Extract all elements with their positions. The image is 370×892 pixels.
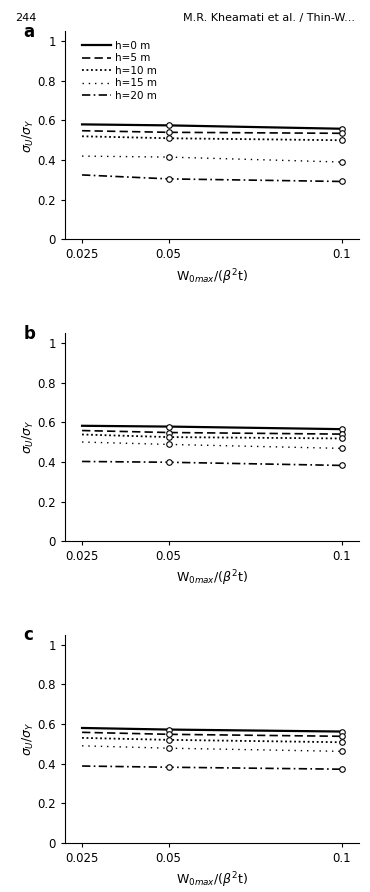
X-axis label: W$_{0max}$/($\beta^2$t): W$_{0max}$/($\beta^2$t) (176, 569, 248, 589)
Text: b: b (24, 325, 36, 343)
X-axis label: W$_{0max}$/($\beta^2$t): W$_{0max}$/($\beta^2$t) (176, 267, 248, 286)
Y-axis label: $\sigma_U$/$\sigma_Y$: $\sigma_U$/$\sigma_Y$ (21, 118, 36, 153)
Text: c: c (24, 626, 33, 645)
Legend: h=0 m, h=5 m, h=10 m, h=15 m, h=20 m: h=0 m, h=5 m, h=10 m, h=15 m, h=20 m (82, 41, 157, 101)
Text: 244: 244 (15, 13, 36, 23)
Y-axis label: $\sigma_U$/$\sigma_Y$: $\sigma_U$/$\sigma_Y$ (21, 722, 36, 756)
Text: a: a (24, 23, 35, 41)
X-axis label: W$_{0max}$/($\beta^2$t): W$_{0max}$/($\beta^2$t) (176, 871, 248, 890)
Y-axis label: $\sigma_U$/$\sigma_Y$: $\sigma_U$/$\sigma_Y$ (21, 420, 36, 454)
Text: M.R. Kheamati et al. / Thin-W...: M.R. Kheamati et al. / Thin-W... (183, 13, 355, 23)
